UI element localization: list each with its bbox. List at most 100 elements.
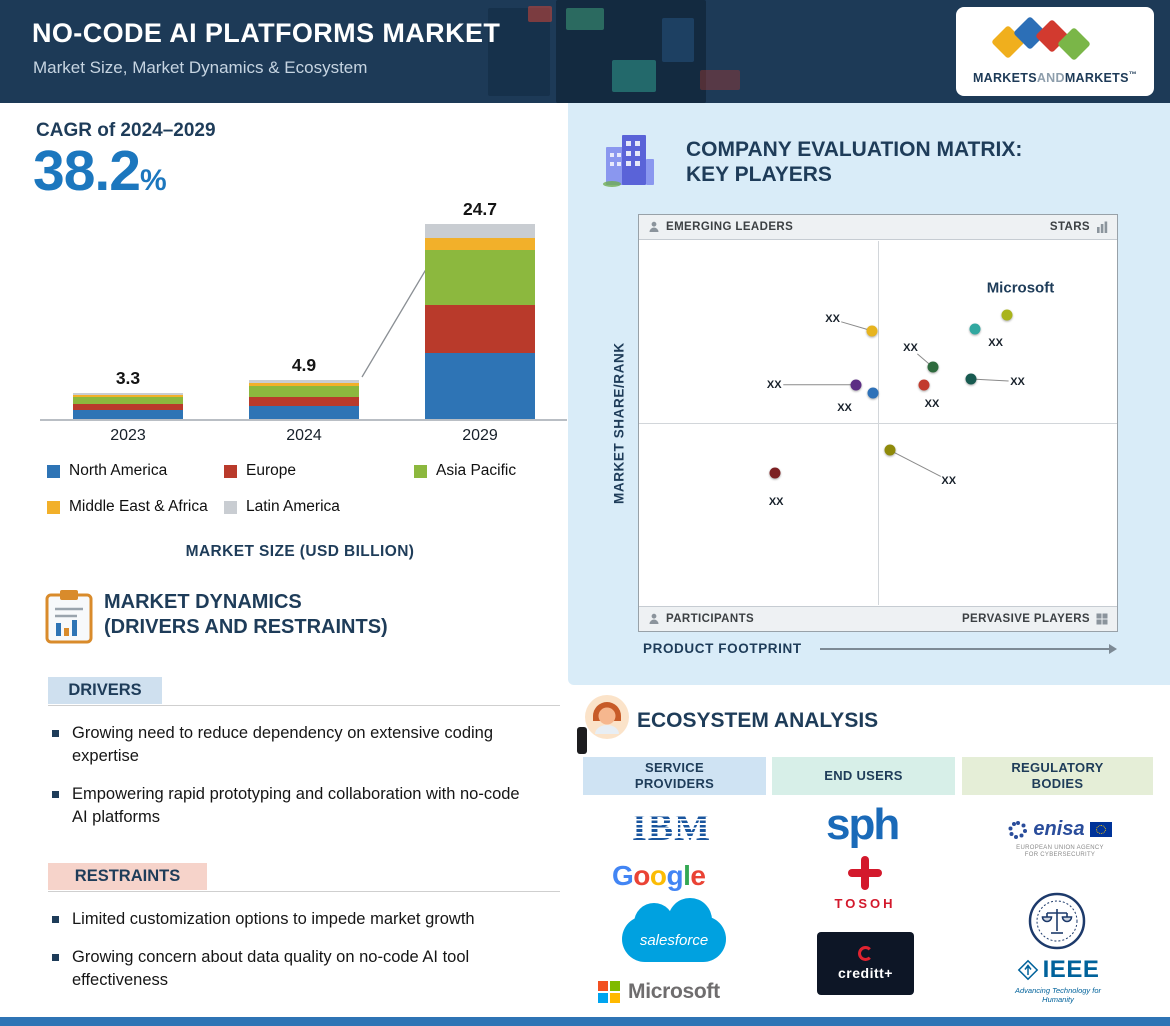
market-dynamics-heading-line1: MARKET DYNAMICS [104, 591, 302, 613]
ieee-logo-text: IEEE [1042, 956, 1100, 983]
bar-segment [73, 403, 183, 411]
person-star-icon [649, 221, 659, 232]
ieee-kite-icon [1017, 959, 1038, 981]
legend-item: Asia Pacific [414, 462, 567, 480]
matrix-point-label: Microsoft [986, 279, 1055, 297]
legend-swatch [224, 500, 237, 514]
legend-swatch [47, 500, 60, 514]
logo-diamonds-icon [982, 15, 1132, 61]
ecosystem-heading: ECOSYSTEM ANALYSIS [637, 709, 879, 732]
enisa-dots-icon [1008, 820, 1028, 839]
ibm-logo: IBM [632, 809, 716, 847]
enisa-logo-text: enisa [1033, 818, 1085, 840]
google-letter: o [649, 860, 667, 891]
x-axis-arrow [820, 644, 1117, 654]
matrix-box: EMERGING LEADERS STARS XX XX Microsoft XX XX… [638, 214, 1118, 632]
matrix-connector-lines [783, 321, 1009, 477]
bar-chart-xaxis: 2023 2024 2029 [40, 427, 567, 453]
header-graphic-fragment [488, 8, 550, 96]
x-axis-tick-label: 2029 [462, 427, 498, 444]
matrix-point-label: XX [825, 313, 840, 326]
google-letter: G [612, 860, 634, 891]
bullet-icon [52, 954, 59, 961]
column-header-service-providers: SERVICE PROVIDERS [583, 757, 766, 795]
bullet-text: Growing need to reduce dependency on ext… [72, 724, 494, 765]
bullet-icon [52, 916, 59, 923]
header-graphic-fragment [528, 6, 552, 22]
bottom-accent-bar [0, 1017, 1170, 1026]
logo-markets1: MARKETS [972, 71, 1037, 85]
bullet-item: Growing concern about data quality on no… [52, 946, 552, 992]
bullet-icon [52, 791, 59, 798]
tosoh-cross-icon [848, 856, 882, 890]
x-axis-line [40, 419, 567, 421]
bullet-item: Empowering rapid prototyping and collabo… [52, 783, 552, 829]
evaluation-matrix-panel: COMPANY EVALUATION MATRIX: KEY PLAYERS M… [568, 103, 1170, 685]
microsoft-logo: Microsoft [598, 980, 720, 1004]
column-header-line2: PROVIDERS [634, 776, 715, 791]
matrix-heading-line1: COMPANY EVALUATION MATRIX: [686, 138, 1023, 161]
sph-logo: sph [826, 800, 900, 849]
bar-chart-icon [1097, 221, 1108, 233]
ieee-tagline: Advancing Technology for Humanity [1014, 986, 1102, 1004]
ecosystem-person-icon [585, 695, 629, 739]
creditt-logo: creditt+ [817, 932, 914, 995]
marketsandmarkets-logo: MARKETSANDMARKETS™ [956, 7, 1154, 96]
quadrant-label: STARS [1049, 221, 1090, 233]
legend-swatch [224, 464, 237, 478]
matrix-point-label: XX [1010, 375, 1025, 388]
logo-trademark: ™ [1128, 69, 1138, 79]
quadrant-label: PERVASIVE PLAYERS [961, 613, 1090, 625]
matrix-point-label: XX [768, 495, 784, 508]
bar-value-label: 3.3 [115, 368, 141, 389]
tosoh-logo: TOSOH [826, 856, 904, 911]
bar-segment [73, 393, 183, 395]
matrix-point [867, 387, 879, 399]
matrix-heading: COMPANY EVALUATION MATRIX: KEY PLAYERS [686, 137, 1022, 187]
matrix-point [969, 323, 981, 335]
google-letter: l [683, 860, 691, 891]
matrix-bottom-strip: PARTICIPANTS PERVASIVE PLAYERS [639, 606, 1117, 631]
bar-chart-title: MARKET SIZE (USD BILLION) [185, 543, 415, 560]
puzzle-icon [1096, 613, 1108, 625]
quadrant-stars: STARS [1050, 221, 1108, 233]
bar-segment [73, 410, 183, 419]
matrix-top-strip: EMERGING LEADERS STARS [639, 215, 1117, 240]
matrix-point-label: XX [903, 342, 918, 355]
market-dynamics-heading-line2: (DRIVERS AND RESTRAINTS) [104, 616, 388, 638]
matrix-point [918, 379, 930, 391]
market-size-bar-chart: 3.3 4.9 24.7 2023 2024 2029 [40, 199, 567, 453]
legend-label: Europe [246, 462, 296, 479]
bar-segment [249, 406, 359, 419]
drivers-divider [48, 705, 560, 706]
person-icon [649, 613, 659, 624]
bar-segment [249, 386, 359, 397]
bar-segment [425, 237, 535, 251]
logo-markets2: MARKETS [1064, 71, 1129, 85]
column-header-end-users: END USERS [772, 757, 955, 795]
header-graphic-fragment [700, 70, 740, 90]
cagr-value: 38.2% [33, 138, 167, 204]
cagr-number: 38.2 [33, 139, 141, 203]
legend-swatch [47, 464, 60, 478]
legend-item: Latin America [224, 498, 414, 516]
header: NO-CODE AI PLATFORMS MARKET Market Size,… [0, 0, 1170, 103]
matrix-point-label: XX [837, 401, 852, 414]
ibm-logo-stripes [632, 812, 716, 844]
clipboard-chart-icon [45, 590, 93, 644]
bar-2024: 4.9 [249, 355, 359, 419]
google-letter: e [690, 860, 706, 891]
matrix-plot: XX XX Microsoft XX XX XX XX XX XX XX [639, 241, 1117, 605]
drivers-list: Growing need to reduce dependency on ext… [52, 722, 552, 844]
eu-flag-icon [1089, 822, 1112, 837]
bar-segment [73, 397, 183, 404]
enisa-logo-row: enisa [998, 818, 1122, 841]
bar-value-label: 24.7 [462, 199, 498, 220]
matrix-point [866, 325, 878, 337]
salesforce-logo-text: salesforce [639, 932, 709, 949]
bar-segment [425, 224, 535, 238]
header-graphic-fragment [662, 18, 694, 62]
google-letter: o [633, 860, 650, 891]
enisa-subtext: EUROPEAN UNION AGENCY FOR CYBERSECURITY [998, 845, 1122, 859]
